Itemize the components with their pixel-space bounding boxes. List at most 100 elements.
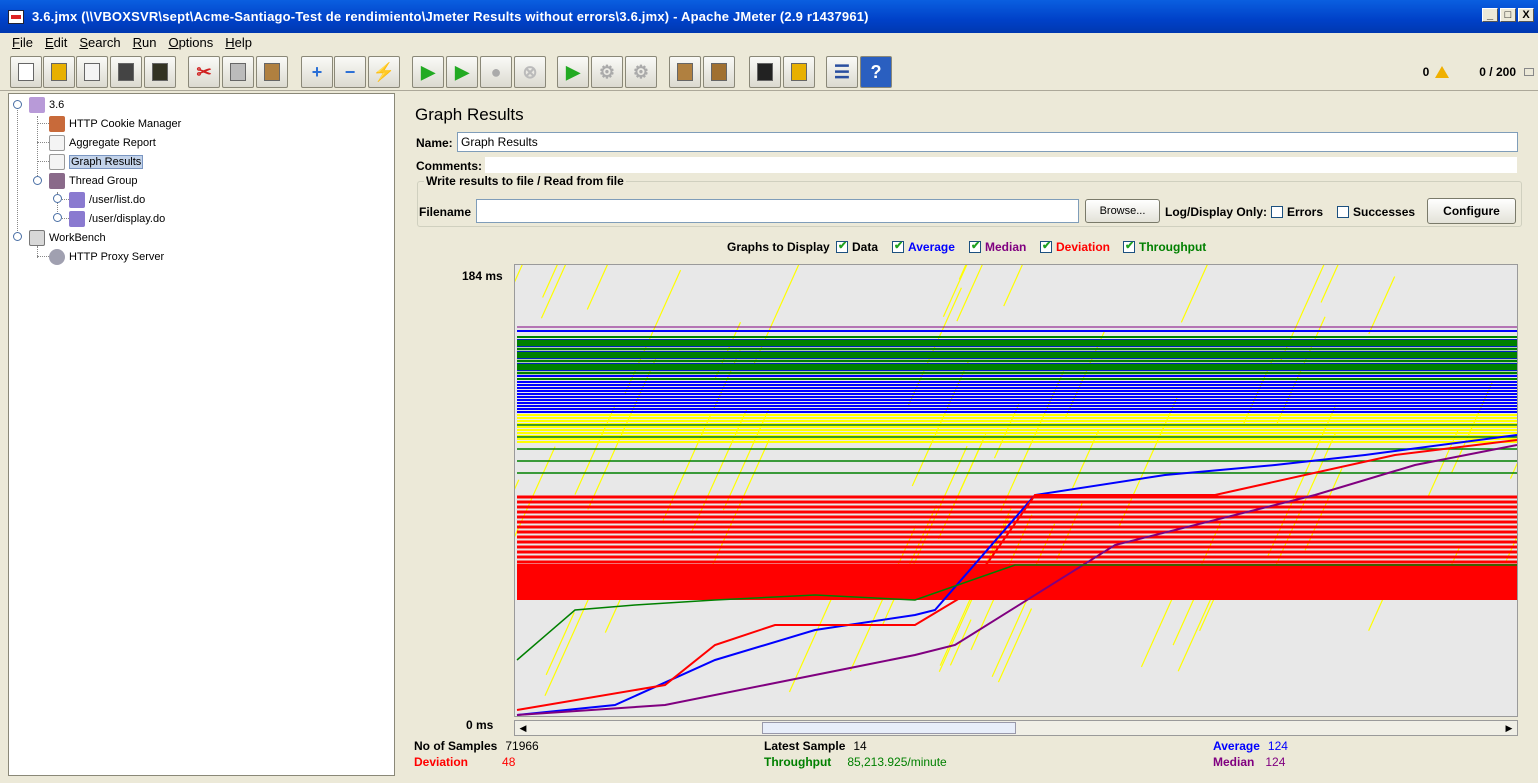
menu-bar: File Edit Search Run Options Help	[0, 33, 1538, 51]
name-field[interactable]	[457, 132, 1518, 152]
data-point-streak	[574, 404, 616, 495]
copy-button[interactable]	[222, 56, 254, 88]
errors-checkbox-box[interactable]	[1271, 206, 1283, 218]
scroll-thumb[interactable]	[762, 722, 1016, 734]
clear-all-icon	[704, 57, 734, 87]
log-viewer-toggle[interactable]	[1524, 68, 1534, 76]
data-point-streak	[1034, 523, 1056, 567]
split-pane-divider[interactable]	[396, 93, 404, 776]
graph-horizontal-scrollbar[interactable]: ◀ ▶	[514, 720, 1518, 736]
comments-label: Comments:	[416, 159, 483, 173]
expand-display-toggle[interactable]	[53, 213, 62, 222]
search-button[interactable]	[749, 56, 781, 88]
tree-node-graph-results[interactable]: Graph Results	[49, 153, 144, 171]
reset-search-icon	[784, 57, 814, 87]
stop-button[interactable]: ●	[480, 56, 512, 88]
successes-checkbox-box[interactable]	[1337, 206, 1349, 218]
new-button[interactable]	[10, 56, 42, 88]
listener-icon	[49, 154, 65, 170]
shutdown-button[interactable]: ⊗	[514, 56, 546, 88]
menu-run[interactable]: Run	[132, 34, 157, 50]
expand-workbench-toggle[interactable]	[13, 232, 22, 241]
close-button[interactable]: X	[1518, 8, 1534, 22]
sampler-pipette-icon	[69, 192, 85, 208]
tree-node-cookie-manager[interactable]: HTTP Cookie Manager	[49, 115, 181, 133]
clear-button[interactable]	[669, 56, 701, 88]
errors-checkbox[interactable]: Errors	[1271, 205, 1323, 219]
start-button[interactable]: ▶	[412, 56, 444, 88]
collapse-icon: −	[344, 61, 356, 82]
browse-button[interactable]: Browse...	[1085, 199, 1160, 223]
remote-stop-button[interactable]: ⚙	[591, 56, 623, 88]
cookie-manager-icon	[49, 116, 65, 132]
save-as-button[interactable]	[144, 56, 176, 88]
menu-options[interactable]: Options	[168, 34, 214, 50]
menu-help[interactable]: Help	[225, 34, 253, 50]
tree-node-thread-group[interactable]: Thread Group	[49, 172, 137, 190]
average-stat: Average 124	[1213, 739, 1288, 753]
throughput-stat: Throughput 85,213.925/minute	[764, 755, 947, 769]
tree-node-aggregate-report[interactable]: Aggregate Report	[49, 134, 156, 152]
expand-button[interactable]: +	[301, 56, 333, 88]
cut-button[interactable]: ✂	[188, 56, 220, 88]
listener-icon	[49, 135, 65, 151]
expand-list-toggle[interactable]	[53, 194, 62, 203]
configure-button[interactable]: Configure	[1427, 198, 1516, 224]
stop-icon: ●	[490, 61, 502, 82]
scroll-left-arrow[interactable]: ◀	[519, 723, 527, 733]
test-plan-tree: 3.6 HTTP Cookie Manager Aggregate Report…	[8, 93, 395, 776]
average-checkbox[interactable]: Average	[892, 239, 955, 254]
data-point-streak	[1320, 265, 1339, 303]
expand-thread-group-toggle[interactable]	[33, 176, 42, 185]
median-checkbox[interactable]: Median	[969, 239, 1026, 254]
filename-input[interactable]	[476, 199, 1079, 223]
remote-start-icon: ▶	[566, 61, 580, 82]
toggle-button[interactable]: ⚡	[368, 56, 400, 88]
window-title: 3.6.jmx (\\VBOXSVR\sept\Acme-Santiago-Te…	[32, 9, 869, 24]
start-icon: ▶	[421, 61, 435, 82]
close-file-button[interactable]	[76, 56, 108, 88]
shutdown-icon: ⊗	[522, 61, 538, 82]
throughput-checkbox[interactable]: Throughput	[1123, 239, 1206, 254]
tree-node-display-sampler[interactable]: /user/display.do	[69, 210, 165, 228]
warning-icon[interactable]	[1435, 66, 1450, 78]
expand-3.6-toggle[interactable]	[13, 100, 22, 109]
deviation-checkbox[interactable]: Deviation	[1040, 239, 1110, 254]
tree-node-workbench[interactable]: WorkBench	[29, 229, 106, 247]
menu-search[interactable]: Search	[79, 34, 121, 50]
paste-button[interactable]	[256, 56, 288, 88]
successes-checkbox[interactable]: Successes	[1337, 205, 1415, 219]
save-button[interactable]	[110, 56, 142, 88]
copy-icon	[223, 57, 253, 87]
tree-node-test-plan[interactable]: 3.6	[29, 96, 64, 114]
comments-field[interactable]	[484, 156, 1518, 174]
menu-file[interactable]: File	[12, 34, 33, 50]
tree-node-proxy-server[interactable]: HTTP Proxy Server	[49, 248, 164, 266]
data-point-streak	[1368, 276, 1396, 335]
data-point-streak	[958, 265, 967, 280]
scroll-right-arrow[interactable]: ▶	[1505, 723, 1513, 733]
deviation-curve	[516, 439, 1517, 711]
clear-all-button[interactable]	[703, 56, 735, 88]
toolbar: ✂ + − ⚡ ▶ ▶ ● ⊗ ▶ ⚙ ⚙ ☰? 0 0 / 200	[0, 53, 1538, 91]
remote-shutdown-button[interactable]: ⚙	[625, 56, 657, 88]
tree-node-list-sampler[interactable]: /user/list.do	[69, 191, 145, 209]
remote-stop-icon: ⚙	[598, 61, 616, 82]
toggle-icon: ⚡	[372, 61, 396, 82]
data-checkbox[interactable]: Data	[836, 239, 878, 254]
data-point-streak	[586, 265, 608, 310]
remote-start-button[interactable]: ▶	[557, 56, 589, 88]
reset-search-button[interactable]	[783, 56, 815, 88]
maximize-button[interactable]: □	[1500, 8, 1516, 22]
collapse-button[interactable]: −	[334, 56, 366, 88]
start-no-timers-button[interactable]: ▶	[446, 56, 478, 88]
median-stat: Median 124	[1213, 755, 1286, 769]
workbench-icon	[29, 230, 45, 246]
minimize-button[interactable]: _	[1482, 8, 1498, 22]
save-as-icon	[145, 57, 175, 87]
function-helper-button[interactable]: ☰	[826, 56, 858, 88]
median-curve	[516, 444, 1517, 716]
help-button[interactable]: ?	[860, 56, 892, 88]
open-button[interactable]	[43, 56, 75, 88]
menu-edit[interactable]: Edit	[44, 34, 68, 50]
